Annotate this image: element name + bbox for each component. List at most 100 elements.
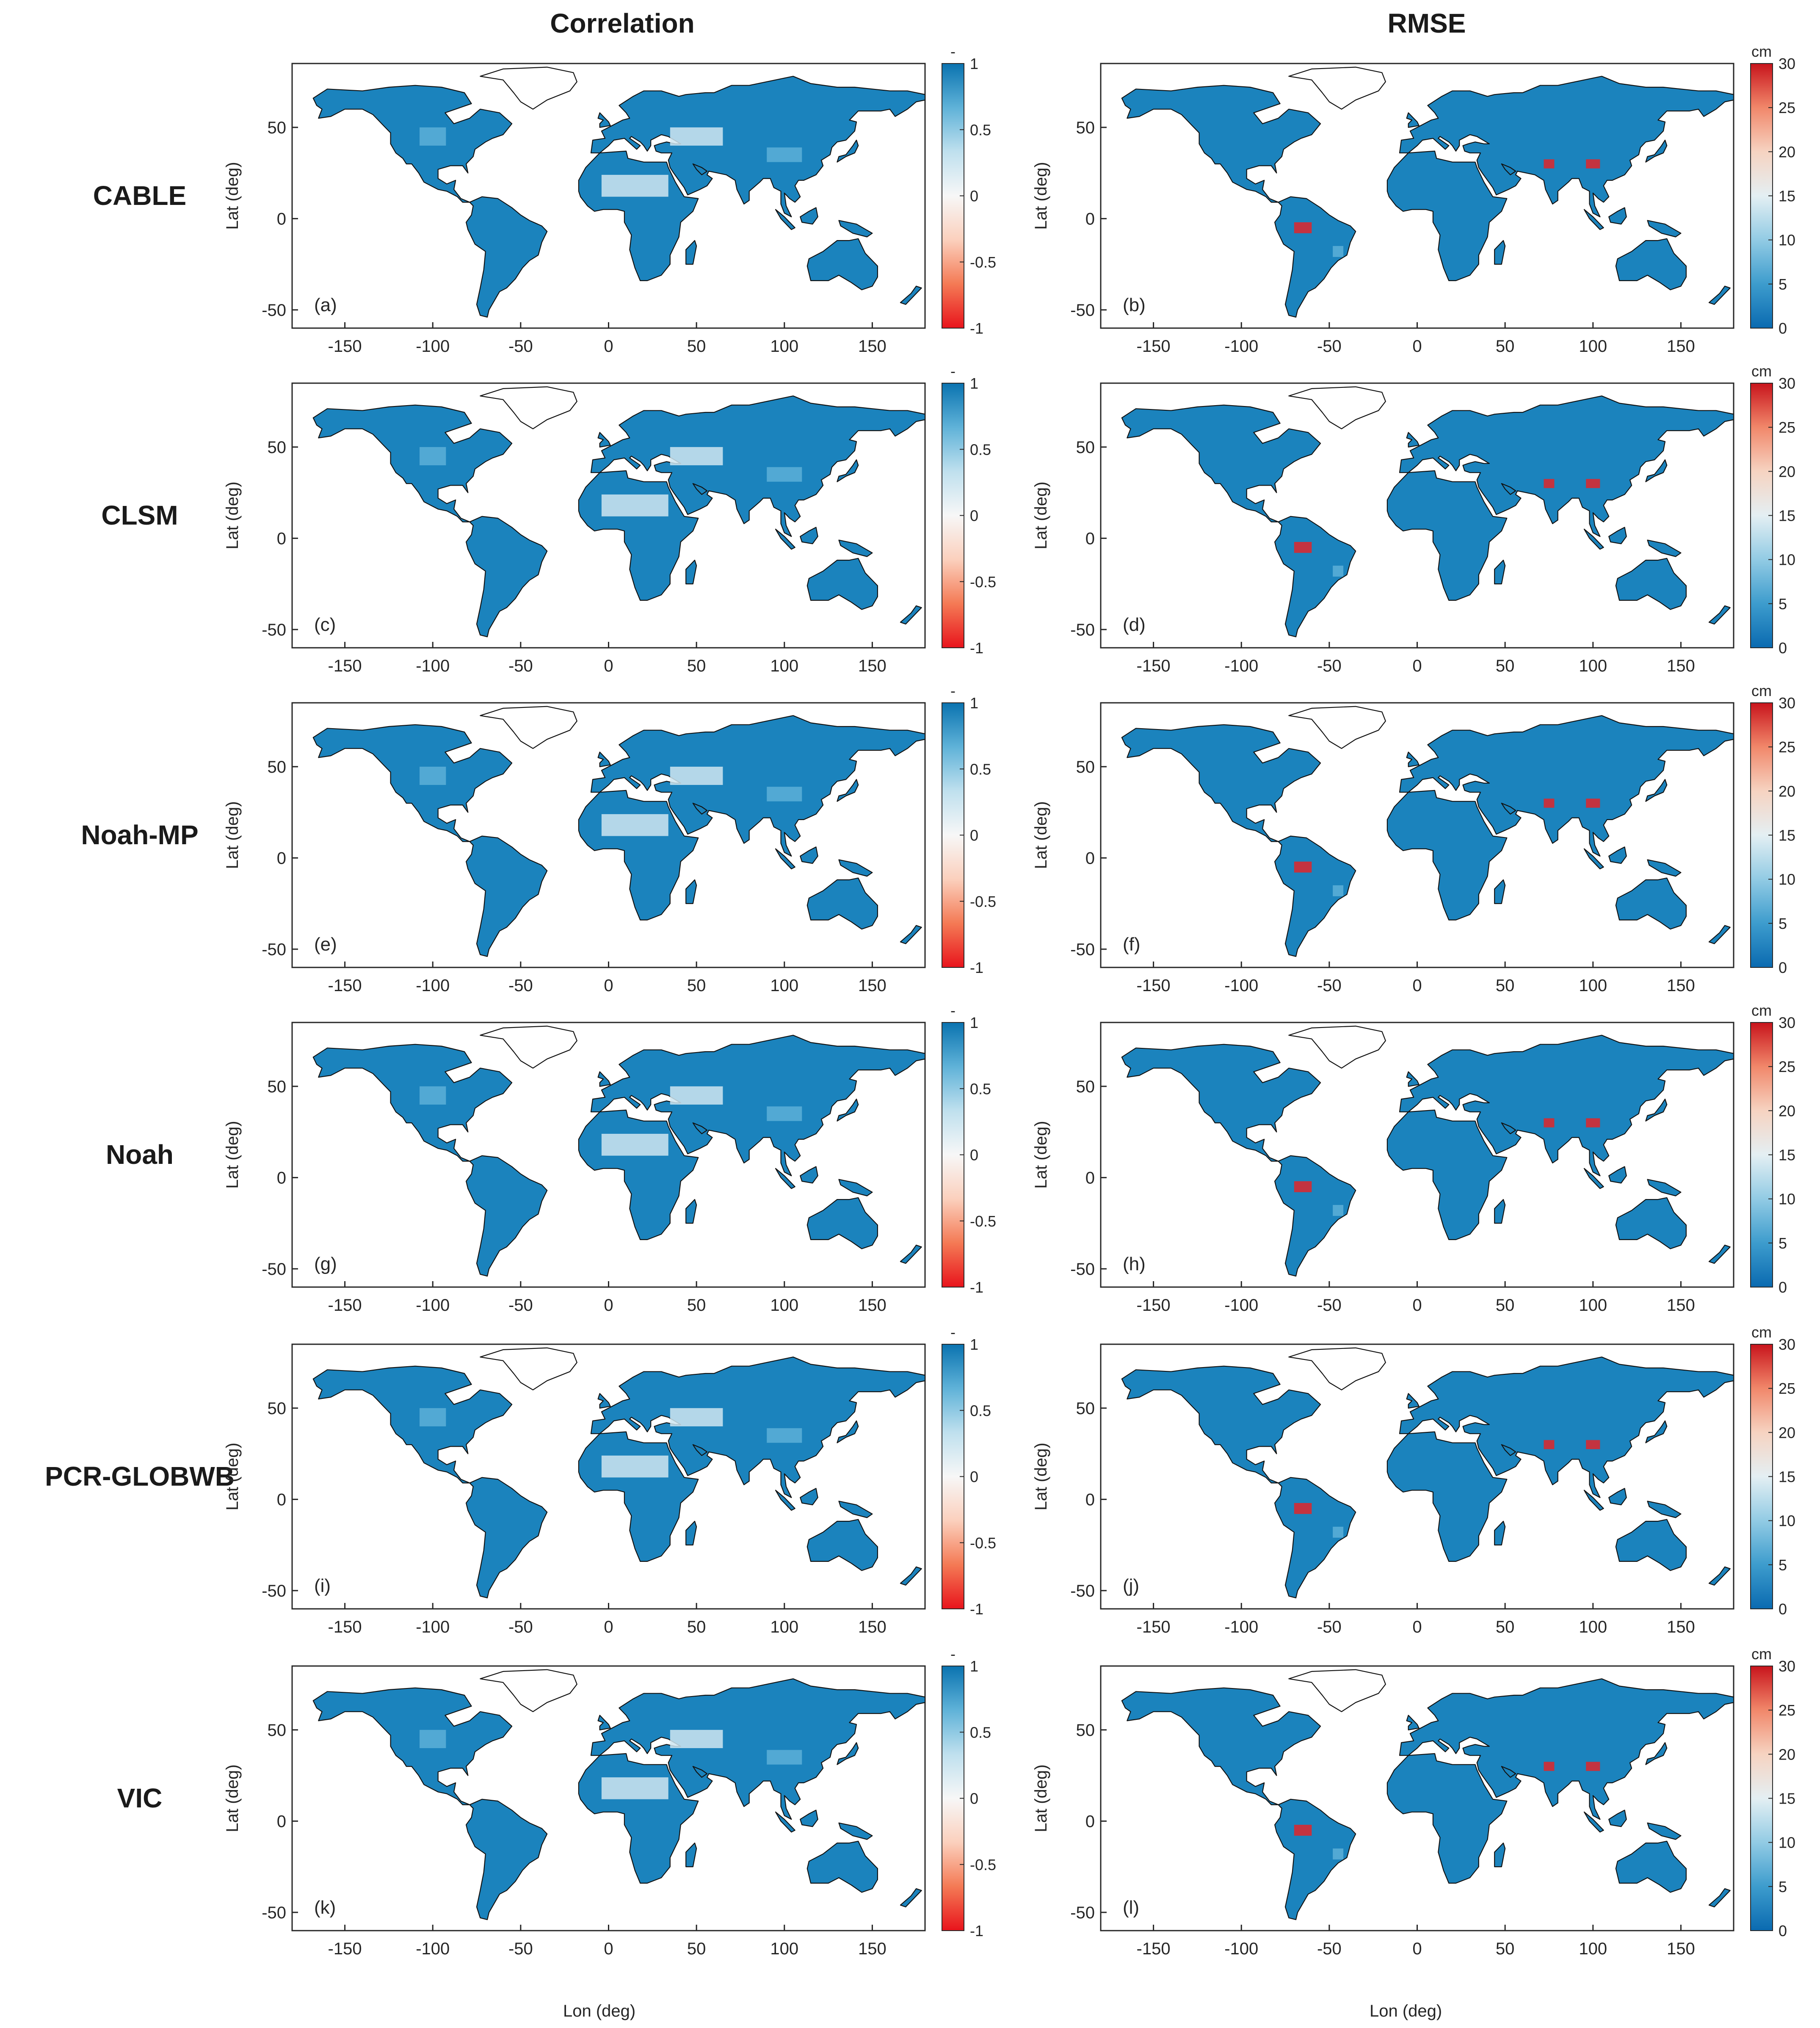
colorbar-tick-label: 5 [1779,1556,1787,1574]
landmass-new-zealand [900,1888,922,1908]
y-tick-label: -50 [262,1904,286,1922]
colorbar-tick-label: -0.5 [970,254,996,271]
x-tick-label: 0 [1412,1940,1422,1958]
x-tick-label: 50 [687,1618,706,1636]
value-patch [420,447,446,465]
landmass-eurasia [1399,395,1734,537]
landmass-south-america [465,1155,548,1277]
landmass-new-guinea [838,220,873,238]
x-tick-label: -100 [416,1618,450,1636]
value-patch [767,1428,802,1443]
panel-letter: (l) [1123,1897,1139,1918]
value-patch [601,1777,668,1799]
land-layer [1121,1347,1734,1599]
landmass-new-guinea [838,1822,873,1840]
y-tick-label: 50 [268,119,287,137]
landmass-new-zealand [900,1566,922,1586]
value-patch [1294,862,1312,873]
landmass-australia [1615,1197,1687,1249]
landmass-australia [1615,558,1687,610]
value-patch [767,467,802,482]
landmass-borneo [1608,527,1627,544]
colorbar-tick-label: 1 [970,55,978,72]
colorbar-tick-label: 10 [1779,232,1795,249]
x-tick-label: -100 [416,976,450,995]
y-tick-label: 50 [1076,1399,1095,1418]
colorbar-tick-label: -0.5 [970,573,996,591]
y-tick-label: 0 [1085,210,1095,228]
value-patch [1333,566,1344,577]
value-patch [420,127,446,146]
x-tick-label: -100 [416,337,450,356]
colorbar-tick-label: 20 [1779,1424,1795,1441]
x-tick-label: 100 [770,1940,798,1958]
value-patch [1333,1527,1344,1538]
x-tick-label: 100 [770,976,798,995]
landmass-borneo [800,1166,818,1184]
x-tick-label: 50 [1496,657,1515,675]
landmass-greenland [480,1025,577,1069]
value-patch [1586,479,1600,488]
x-tick-label: 100 [770,337,798,356]
landmass-south-america [465,196,548,318]
colorbar-tick-label: 15 [1779,188,1795,205]
landmass-great-britain [597,1715,611,1730]
x-tick-label: -150 [1137,1618,1171,1636]
x-tick-label: 100 [1579,1618,1607,1636]
x-tick-label: -100 [416,1940,450,1958]
landmass-sumatra [775,1168,795,1189]
landmass-australia [1615,877,1687,930]
x-tick-label: 0 [604,1296,613,1315]
colorbar-tick-label: -1 [970,1279,983,1296]
colorbar-tick-label: 1 [970,694,978,712]
x-tick-label: 150 [858,657,887,675]
x-tick-label: -50 [508,1940,533,1958]
x-tick-label: -100 [1224,1940,1258,1958]
colorbar-tick-label: 30 [1779,1336,1795,1353]
landmass-borneo [800,527,818,544]
y-tick-label: 0 [277,210,286,228]
panel-letter: (g) [314,1254,337,1274]
map-panel-g: -150 -100 -50 0 50 100 150 50 0 -50 Lat (deg) (g) -1… [223,1002,996,1315]
x-tick-label: 0 [604,1940,613,1958]
colorbar-tick-label: 10 [1779,1512,1795,1530]
value-patch [767,787,802,801]
y-tick-label: 0 [1085,1169,1095,1187]
model-label-clsm: CLSM [101,500,178,530]
landmass-great-britain [1406,752,1420,768]
x-tick-label: 100 [1579,1940,1607,1958]
land-layer [1121,1025,1734,1277]
panel-letter: (k) [314,1897,336,1918]
colorbar-unit: - [950,1002,956,1019]
landmass-great-britain [597,752,611,768]
landmass-japan [1645,459,1668,482]
colorbar-tick-label: 0 [1779,959,1787,976]
value-patch [1333,1205,1344,1216]
colorbar-tick-label: 30 [1779,55,1795,72]
landmass-greenland [480,706,577,749]
x-axis-label-left: Lon (deg) [563,2002,636,2020]
colorbar-tick-label: 5 [1779,1235,1787,1252]
y-axis-label: Lat (deg) [1032,1764,1050,1832]
colorbar-tick-label: -0.5 [970,1534,996,1552]
landmass-arabia-gulf-patch [1501,1766,1516,1778]
colorbar-tick-label: 25 [1779,738,1795,756]
landmass-great-britain [1406,432,1420,448]
value-patch [1544,1440,1555,1449]
value-patch [767,147,802,162]
y-tick-label: 0 [277,529,286,548]
value-patch [670,1730,723,1748]
colorbar-tick-label: 0 [1779,639,1787,657]
land-layer [312,1347,925,1599]
x-tick-label: 0 [604,657,613,675]
x-tick-label: 0 [1412,1618,1422,1636]
x-tick-label: -150 [328,337,362,356]
colorbar-tick-label: 30 [1779,375,1795,392]
x-tick-label: 50 [1496,1618,1515,1636]
y-axis-label: Lat (deg) [1032,162,1050,229]
colorbar-unit: - [950,1645,956,1663]
value-patch [670,766,723,785]
panel-letter: (j) [1123,1575,1139,1596]
colorbar-tick-label: 0 [1779,1922,1787,1940]
